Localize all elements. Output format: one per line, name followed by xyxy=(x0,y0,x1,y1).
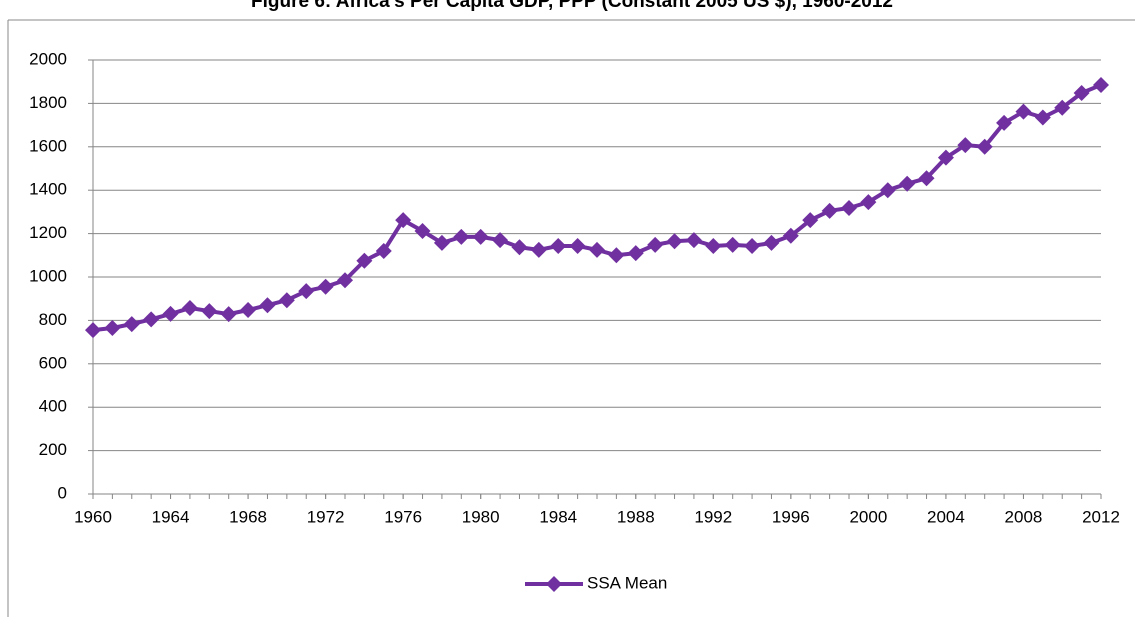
data-point xyxy=(162,305,179,322)
data-point xyxy=(841,199,857,216)
data-point xyxy=(414,222,431,239)
y-tick-label: 0 xyxy=(58,483,67,502)
data-point xyxy=(860,194,877,211)
data-point xyxy=(647,236,664,253)
x-tick-label: 1968 xyxy=(229,507,267,526)
data-point xyxy=(1073,84,1090,101)
data-point xyxy=(1054,99,1071,116)
y-tick-label: 1200 xyxy=(29,223,67,242)
line-series xyxy=(92,83,1102,333)
legend-label: SSA Mean xyxy=(587,573,667,592)
data-point xyxy=(472,228,489,245)
x-tick-label: 1988 xyxy=(617,507,655,526)
y-tick-label: 1800 xyxy=(29,93,67,112)
x-tick-label: 1980 xyxy=(462,507,500,526)
data-point xyxy=(899,175,916,192)
y-tick-label: 600 xyxy=(39,353,67,372)
x-tick-label: 2008 xyxy=(1005,507,1043,526)
data-point xyxy=(317,278,334,295)
data-point xyxy=(85,322,101,339)
data-point xyxy=(918,170,935,187)
x-tick-label: 2000 xyxy=(849,507,887,526)
data-point xyxy=(259,297,276,314)
data-point xyxy=(666,233,683,250)
y-tick-label: 1000 xyxy=(29,266,67,285)
data-point xyxy=(996,114,1013,131)
y-tick-label: 400 xyxy=(39,397,67,416)
data-point xyxy=(724,236,741,253)
y-tick-label: 2000 xyxy=(29,49,67,68)
data-point xyxy=(1015,103,1032,120)
data-point xyxy=(395,212,412,229)
data-point xyxy=(298,283,315,300)
data-point xyxy=(181,300,198,317)
data-point xyxy=(356,252,373,269)
x-tick-label: 1960 xyxy=(74,507,112,526)
data-point xyxy=(530,241,547,258)
x-tick-label: 1996 xyxy=(772,507,810,526)
data-point xyxy=(608,247,625,264)
data-point xyxy=(550,237,567,254)
data-point xyxy=(375,242,392,259)
data-point xyxy=(492,232,509,249)
data-point xyxy=(240,301,257,318)
x-tick-label: 2004 xyxy=(927,507,965,526)
data-point xyxy=(976,138,993,155)
chart-title: Figure 6: Africa's Per Capita GDP, PPP (… xyxy=(251,0,893,12)
x-tick-label: 1976 xyxy=(384,507,422,526)
data-point xyxy=(685,232,702,249)
data-point xyxy=(220,306,237,323)
y-tick-label: 200 xyxy=(39,440,67,459)
data-point xyxy=(278,292,295,309)
x-tick-label: 2012 xyxy=(1082,507,1120,526)
data-point xyxy=(802,212,819,229)
x-tick-label: 1972 xyxy=(307,507,345,526)
data-point xyxy=(821,202,838,219)
data-point xyxy=(744,237,761,254)
data-point xyxy=(123,316,140,333)
data-point xyxy=(337,272,353,289)
data-point xyxy=(879,182,896,199)
data-point xyxy=(104,319,121,336)
data-point xyxy=(627,245,644,262)
data-point xyxy=(1093,76,1109,93)
y-tick-label: 1400 xyxy=(29,180,67,199)
data-point xyxy=(453,228,470,245)
data-point xyxy=(569,237,586,254)
data-point xyxy=(143,311,160,328)
data-point xyxy=(433,234,450,251)
data-point xyxy=(937,149,954,166)
legend-marker xyxy=(546,576,562,592)
data-point xyxy=(705,237,722,254)
data-point xyxy=(782,227,799,244)
x-tick-label: 1984 xyxy=(539,507,577,526)
y-tick-label: 1600 xyxy=(29,136,67,155)
data-point xyxy=(763,234,780,251)
data-point xyxy=(201,303,218,320)
y-tick-label: 800 xyxy=(39,310,67,329)
data-point xyxy=(957,137,974,154)
data-point xyxy=(1034,109,1051,126)
x-tick-label: 1992 xyxy=(694,507,732,526)
data-point xyxy=(511,239,528,256)
data-point xyxy=(589,241,605,258)
x-tick-label: 1964 xyxy=(152,507,190,526)
